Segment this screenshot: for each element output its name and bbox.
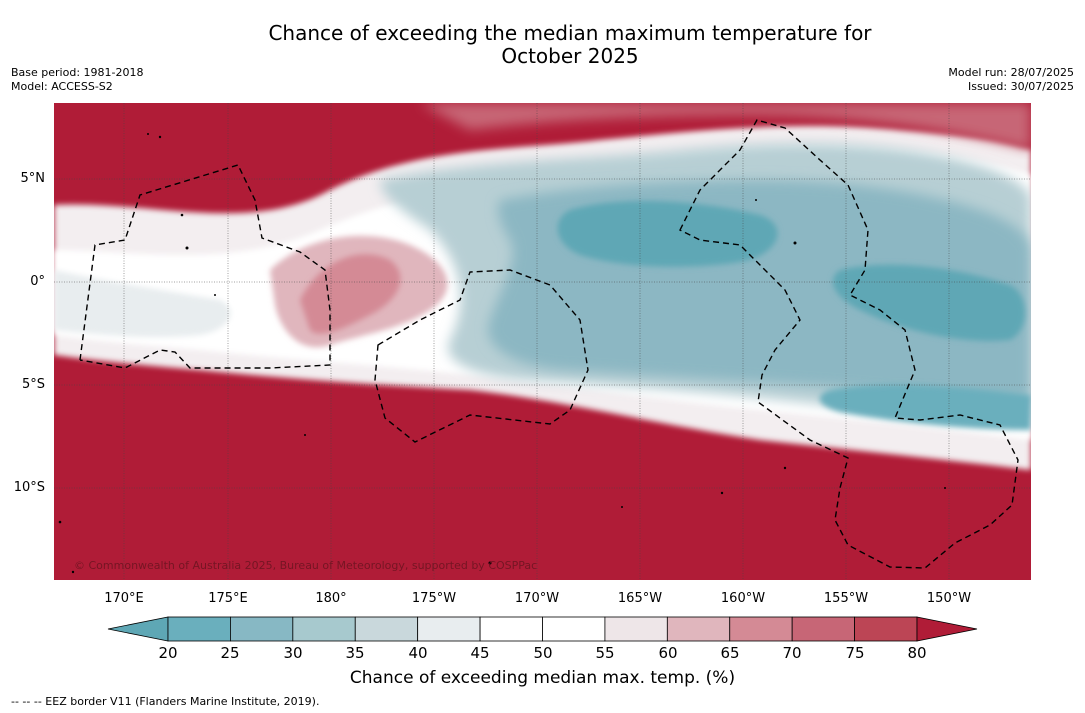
colorbar-segments — [107, 616, 978, 642]
lon-label: 170°W — [514, 591, 560, 606]
title-line-1: Chance of exceeding the median maximum t… — [268, 21, 872, 45]
colorbar-tick: 55 — [595, 644, 615, 662]
colorbar-segment — [292, 616, 356, 642]
colorbar-tick: 45 — [470, 644, 490, 662]
colorbar-tick: 35 — [345, 644, 365, 662]
title-line-2: October 2025 — [501, 44, 639, 68]
colorbar-segment — [354, 616, 419, 642]
lon-label: 150°W — [926, 591, 972, 606]
north-fringe — [420, 103, 1031, 150]
colorbar-segment — [666, 616, 731, 642]
colorbar-tick: 80 — [907, 644, 927, 662]
colorbar-segment — [230, 616, 294, 642]
eez-legend-note: -- -- -- EEZ border V11 (Flanders Marine… — [11, 695, 320, 708]
colorbar-tick: 60 — [658, 644, 678, 662]
colorbar-low-extension — [107, 616, 169, 642]
colorbar-tick: 50 — [533, 644, 553, 662]
colorbar-segment — [729, 616, 793, 642]
colorbar-tick: 65 — [720, 644, 740, 662]
base-period: Base period: 1981-2018 — [11, 66, 144, 79]
copyright-notice: © Commonwealth of Australia 2025, Bureau… — [74, 559, 538, 572]
model-run-info: Model run: 28/07/2025 Issued: 30/07/2025 — [948, 66, 1074, 94]
lat-label-10s: 10°S — [13, 480, 45, 495]
lon-label: 160°W — [720, 591, 766, 606]
lat-label-equator: 0° — [30, 274, 45, 289]
colorbar-segment — [791, 616, 855, 642]
colorbar-segment — [479, 616, 543, 642]
probability-field — [54, 103, 1031, 580]
cool-core-3 — [819, 384, 1031, 430]
west-pale-area — [54, 270, 231, 338]
colorbar-tick: 75 — [845, 644, 865, 662]
model-run-date: Model run: 28/07/2025 — [948, 66, 1074, 79]
lon-label: 180° — [315, 591, 347, 606]
colorbar-high-extension — [916, 616, 978, 642]
lon-label: 165°W — [617, 591, 663, 606]
colorbar-tick: 20 — [158, 644, 178, 662]
lat-label-5n: 5°N — [20, 171, 46, 186]
colorbar-tick: 30 — [283, 644, 303, 662]
lon-label: 175°W — [411, 591, 457, 606]
model-name: Model: ACCESS-S2 — [11, 80, 113, 93]
map-title: Chance of exceeding the median maximum t… — [0, 22, 1085, 68]
colorbar-segment — [167, 616, 231, 642]
base-period-info: Base period: 1981-2018 Model: ACCESS-S2 — [11, 66, 143, 94]
colorbar-segment — [542, 616, 606, 642]
cool-core-1 — [557, 200, 778, 267]
cool-core-2 — [832, 264, 1025, 341]
colorbar-segment — [854, 616, 918, 642]
lon-label: 175°E — [208, 591, 248, 606]
issued-date: Issued: 30/07/2025 — [967, 80, 1074, 93]
colorbar-segment — [604, 616, 668, 642]
lon-label: 155°W — [823, 591, 869, 606]
lat-label-5s: 5°S — [21, 377, 45, 392]
eez-borders — [79, 119, 1019, 569]
islands — [58, 133, 946, 574]
warm-core — [300, 254, 401, 334]
colorbar-segment — [417, 616, 481, 642]
colorbar-tick: 25 — [220, 644, 240, 662]
lon-label: 170°E — [104, 591, 144, 606]
colorbar — [107, 616, 978, 642]
colorbar-tick: 40 — [408, 644, 428, 662]
colorbar-label: Chance of exceeding median max. temp. (%… — [349, 668, 736, 688]
graticule — [54, 103, 1031, 580]
colorbar-tick: 70 — [782, 644, 802, 662]
